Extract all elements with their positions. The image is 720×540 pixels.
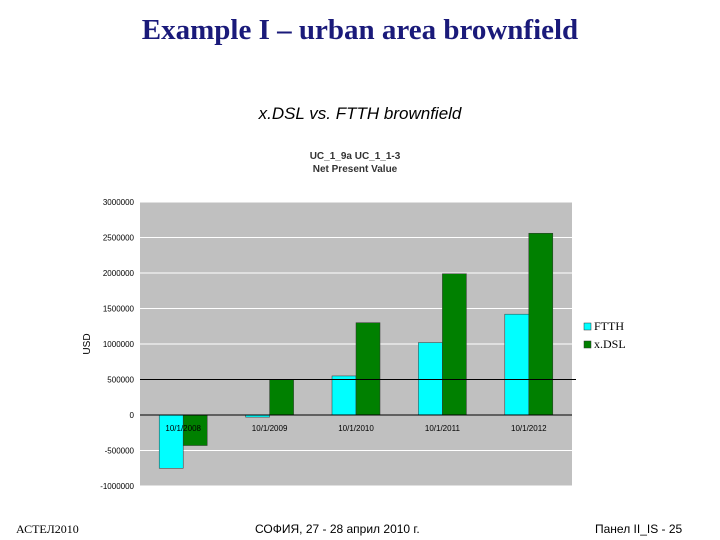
legend-label: x.DSL — [594, 337, 626, 351]
y-tick-label: 2000000 — [103, 269, 135, 278]
bar-ftth-4 — [504, 313, 530, 416]
bar-ftth-2 — [331, 375, 357, 416]
chart-heading: x.DSL vs. FTTH brownfield — [258, 104, 462, 123]
y-tick-label: 1000000 — [103, 340, 135, 349]
bar-xdsl-4 — [528, 232, 554, 416]
y-tick-labels: 3000000 2500000 2000000 1500000 1000000 50000… — [100, 198, 134, 491]
x-tick-label: 10/1/2008 — [165, 424, 201, 433]
x-tick-label: 10/1/2011 — [425, 424, 461, 433]
y-tick-label: 1500000 — [103, 305, 135, 314]
y-tick-label: 3000000 — [103, 198, 135, 207]
x-tick-label: 10/1/2010 — [338, 424, 374, 433]
legend: FTTH x.DSL — [583, 319, 626, 351]
x-tick-labels: 10/1/2008 10/1/2009 10/1/2010 10/1/2011 10/1… — [165, 424, 547, 433]
y-tick-label: -1000000 — [100, 482, 134, 491]
y-tick-label: 2500000 — [103, 234, 135, 243]
bar-xdsl-1 — [269, 379, 294, 416]
chart-subtitle: Net Present Value — [312, 164, 398, 175]
footer-center: СОФИЯ, 27 - 28 април 2010 г. — [255, 522, 420, 536]
legend-label: FTTH — [594, 319, 624, 333]
slide-title: Example I – urban area brownfield — [141, 14, 579, 46]
y-axis-label: USD — [82, 333, 93, 354]
y-tick-label: -500000 — [105, 447, 135, 456]
bar-ftth-3 — [418, 342, 443, 416]
bar-xdsl-0 — [182, 414, 208, 446]
legend-swatch — [583, 322, 592, 331]
bar-ftth-0 — [158, 414, 184, 469]
x-tick-label: 10/1/2012 — [511, 424, 547, 433]
footer-left: АСТЕЛ2010 — [16, 522, 79, 536]
chart-title: UC_1_9a UC_1_1-3 — [309, 151, 401, 162]
legend-swatch — [583, 340, 592, 349]
chart-title-block: UC_1_9a UC_1_1-3 Net Present Value — [280, 150, 430, 176]
bar-xdsl-2 — [355, 322, 381, 416]
footer-right: Панел II_IS - 25 — [595, 522, 683, 536]
bar-xdsl-3 — [442, 273, 467, 416]
x-tick-label: 10/1/2009 — [252, 424, 288, 433]
y-tick-label: 500000 — [107, 376, 134, 385]
bars — [158, 232, 554, 469]
y-tick-label: 0 — [130, 411, 135, 420]
